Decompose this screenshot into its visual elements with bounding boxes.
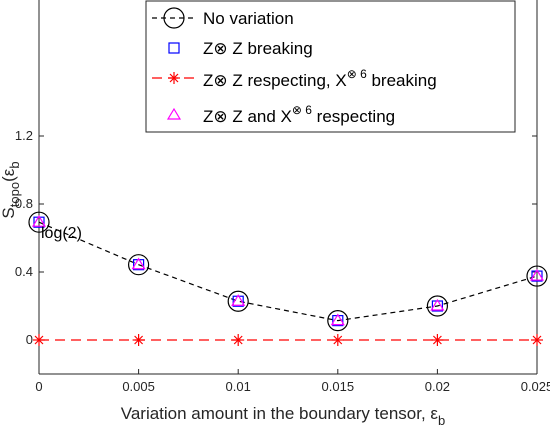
legend: No variation Z⊗ Z breaking Z⊗ Z respecti… (145, 0, 516, 133)
legend-label-main: Z⊗ Z respecting, X (203, 71, 347, 90)
y-tick-label: 0 (26, 332, 33, 347)
x-tick-label: 0.005 (122, 379, 155, 394)
series-0 (28, 211, 548, 332)
data-point-circle (526, 265, 548, 287)
data-point-triangle (31, 215, 47, 227)
x-tick-label: 0.025 (521, 379, 550, 394)
x-tick-label: 0.02 (425, 379, 450, 394)
legend-label-tail: respecting (312, 107, 395, 126)
data-point-asterisk (431, 334, 444, 346)
series-1 (33, 216, 543, 327)
series-2 (33, 334, 543, 346)
data-point-asterisk (33, 334, 45, 346)
data-point-asterisk (132, 334, 145, 346)
x-tick-label: 0.01 (226, 379, 251, 394)
x-tick-label: 0 (35, 379, 42, 394)
x-axis-label: Variation amount in the boundary tensor,… (121, 404, 445, 428)
legend-marker-square (168, 42, 180, 54)
legend-label-superscript: ⊗ 6 (347, 67, 367, 81)
data-point-triangle (529, 268, 545, 281)
axes (38, 0, 538, 375)
legend-marker-triangle (166, 107, 182, 120)
legend-label-tail: breaking (367, 71, 437, 90)
legend-box (145, 0, 516, 133)
y-axis-label-paren-subscript: b (7, 161, 22, 168)
data-point-circle (327, 310, 349, 332)
legend-marker-circle (163, 7, 185, 29)
x-axis-label-subscript: b (438, 413, 445, 428)
data-point-asterisk (331, 334, 344, 346)
legend-item-zz-respecting-x6-breaking: Z⊗ Z respecting, X⊗ 6 breaking (152, 67, 437, 90)
legend-item-zz-x6-respecting: Z⊗ Z and X⊗ 6 respecting (166, 103, 395, 126)
legend-marker-asterisk (168, 72, 180, 84)
data-point-triangle (131, 257, 146, 270)
y-tick-label: 0.8 (15, 196, 33, 211)
legend-label-superscript: ⊗ 6 (292, 103, 312, 117)
ticks: 0 0.005 0.01 0.015 0.02 0.025 0 0.4 0.8 1.2 (15, 128, 550, 394)
data-point-circle (227, 290, 249, 312)
y-axis-label-paren: (ε (0, 168, 18, 182)
data-point-triangle (430, 298, 445, 311)
data-point-triangle (330, 313, 345, 326)
legend-item-no-variation: No variation (152, 7, 294, 29)
legend-label-zz-breaking: Z⊗ Z breaking (203, 39, 313, 58)
legend-label-zz-x6-respecting: Z⊗ Z and X⊗ 6 respecting (203, 103, 395, 126)
data-point-asterisk (232, 334, 245, 346)
data-point-circle (128, 254, 150, 276)
y-tick-label: 1.2 (15, 128, 33, 143)
y-tick-label: 0.4 (15, 264, 33, 279)
y-axis-label-subscript: topo (7, 182, 22, 207)
legend-label-no-variation: No variation (203, 9, 294, 28)
series-3 (31, 215, 545, 326)
y-axis-label: Stopo(εb (0, 161, 22, 218)
data-point-circle (426, 295, 448, 317)
x-tick-label: 0.015 (322, 379, 355, 394)
data-point-asterisk (531, 334, 543, 346)
data-point-circle (28, 211, 50, 233)
legend-label-main: Z⊗ Z and X (203, 107, 292, 126)
data-point-triangle (231, 294, 246, 306)
legend-item-zz-breaking: Z⊗ Z breaking (168, 39, 313, 58)
legend-label-zz-respecting-x6-breaking: Z⊗ Z respecting, X⊗ 6 breaking (203, 67, 437, 90)
series (28, 211, 548, 346)
y-axis-label-main: S (0, 207, 18, 218)
series-line (38, 221, 538, 322)
annotation-log2: log(2) (41, 225, 82, 242)
x-axis-label-main: Variation amount in the boundary tensor,… (121, 404, 439, 423)
